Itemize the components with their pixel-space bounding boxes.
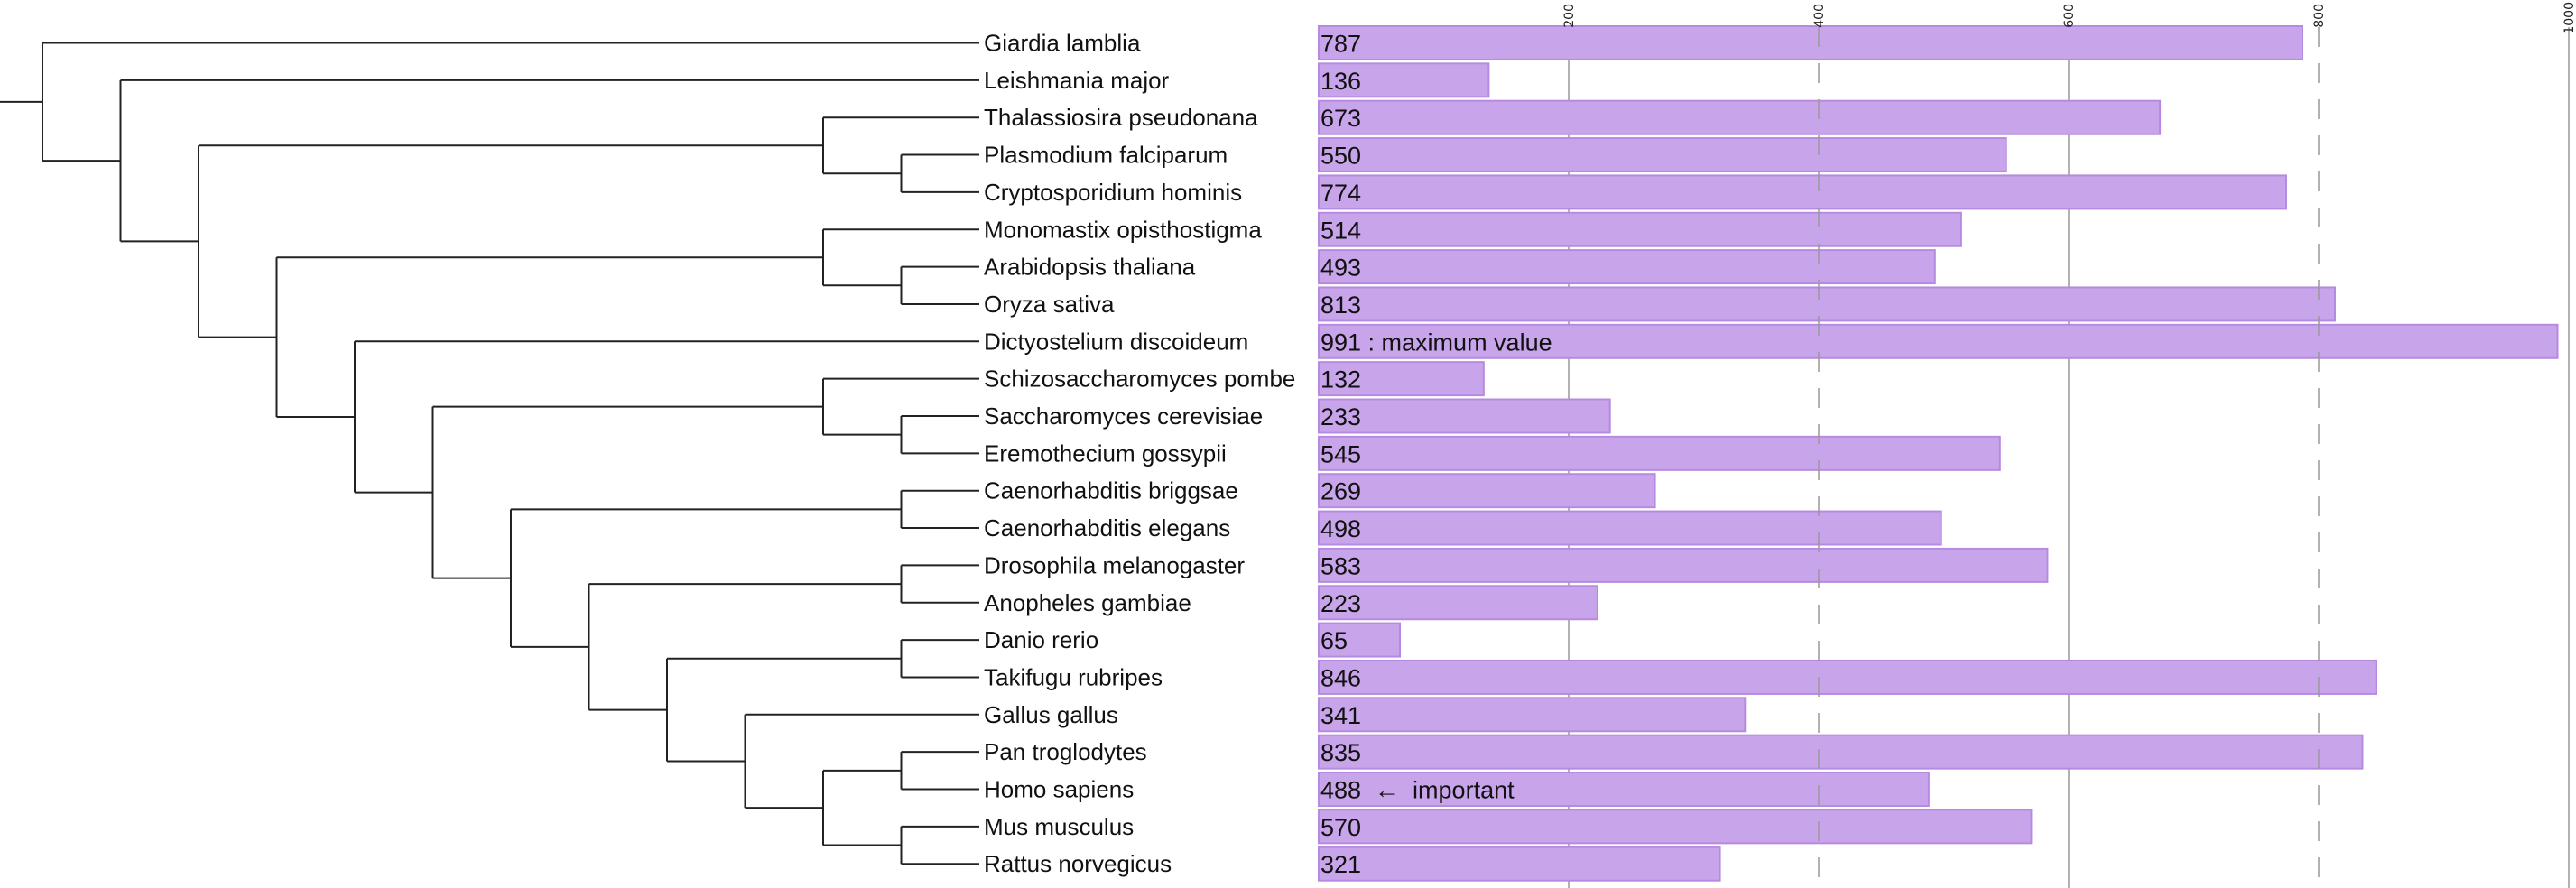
bar-value-label: 493 [1320,254,1361,282]
bar-value-label: 321 [1320,851,1361,878]
bar-value-label: 570 [1320,814,1361,841]
bar [1318,697,1747,733]
phylogenetic-tree [0,42,979,865]
bar [1318,846,1721,882]
bar [1318,249,1936,285]
leaf-label: Drosophila melanogaster [984,551,1245,578]
bar-value-label: 673 [1320,105,1361,132]
bar [1318,137,2007,173]
bar-value-label: 583 [1320,552,1361,579]
leaf-label: Eremothecium gossypii [984,439,1227,467]
bar-value-label: 550 [1320,143,1361,170]
bar-value-label: 514 [1320,217,1361,244]
bar [1318,585,1598,621]
leaf-label: Oryza sativa [984,291,1115,318]
bar-value-label: 488 ← important [1320,777,1515,804]
leaf-label: Pan troglodytes [984,738,1147,765]
leaf-label: Rattus norvegicus [984,850,1172,877]
bar-value-label: 132 [1320,366,1361,393]
leaf-label: Mus musculus [984,813,1134,840]
tick-label: 200 [1562,4,1577,28]
bar [1318,25,2303,60]
bar-value-label: 269 [1320,478,1361,505]
tick-label: 1000 [2562,2,2576,34]
bar [1318,809,2033,845]
bar-value-label: 498 [1320,515,1361,542]
leaf-label: Leishmania major [984,67,1170,94]
leaf-label: Homo sapiens [984,776,1134,803]
bar [1318,622,1402,658]
bar [1318,734,2364,770]
leaf-label: Schizosaccharomyces pombe [984,365,1295,393]
bar [1318,659,2377,695]
tick-label: 800 [2312,4,2327,28]
bars [1318,25,2559,882]
labels: 200 400 600 800 1000 Giardia lamblia 787 Leishm… [984,2,2576,878]
bar-value-label: 787 [1320,31,1361,58]
bar [1318,772,1930,807]
leaf-label: Caenorhabditis elegans [984,514,1230,541]
bar [1318,473,1656,509]
bar [1318,62,1490,98]
leaf-label: Monomastix opisthostigma [984,216,1262,243]
bar-value-label: 136 [1320,68,1361,95]
bar-value-label: 341 [1320,702,1361,729]
leaf-label: Plasmodium falciparum [984,142,1228,169]
bar-value-label: 233 [1320,403,1361,430]
leaf-label: Anopheles gambiae [984,589,1191,616]
bar-value-label: 774 [1320,180,1361,207]
bar-value-label: 65 [1320,627,1348,654]
bar [1318,174,2287,210]
bar [1318,286,2337,322]
tick-label: 400 [1812,4,1827,28]
bar [1318,361,1485,397]
tick-label: 600 [2062,4,2077,28]
bar-value-label: 813 [1320,291,1361,319]
bar-value-label: 991 : maximum value [1320,328,1552,356]
leaf-label: Dictyostelium discoideum [984,328,1248,355]
leaf-label: Cryptosporidium hominis [984,179,1242,206]
bar [1318,435,2001,471]
leaf-label: Thalassiosira pseudonana [984,104,1258,131]
bar [1318,510,1942,546]
bar [1318,398,1611,434]
bar [1318,99,2162,135]
leaf-label: Danio rerio [984,626,1098,653]
bar-value-label: 223 [1320,590,1361,617]
bar [1318,211,1962,247]
leaf-label: Arabidopsis thaliana [984,254,1196,281]
leaf-label: Takifugu rubripes [984,663,1163,690]
bar-value-label: 846 [1320,664,1361,691]
bar [1318,547,2049,583]
bar [1318,323,2559,359]
leaf-label: Caenorhabditis briggsae [984,477,1238,504]
bar-value-label: 835 [1320,739,1361,766]
leaf-label: Saccharomyces cerevisiae [984,402,1263,430]
leaf-label: Giardia lamblia [984,30,1141,57]
leaf-label: Gallus gallus [984,701,1118,728]
bar-value-label: 545 [1320,440,1361,467]
